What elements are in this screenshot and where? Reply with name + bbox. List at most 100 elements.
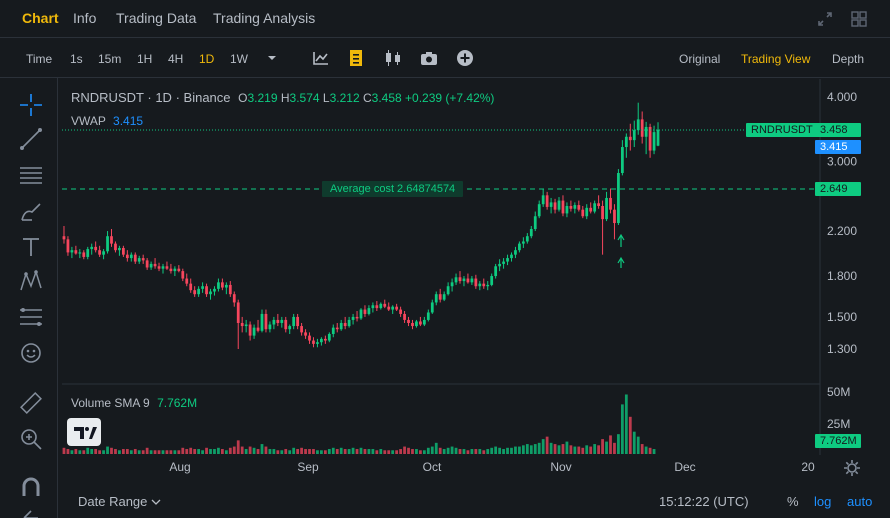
candle-body[interactable]: [415, 321, 418, 327]
auto-toggle[interactable]: auto: [847, 494, 873, 509]
candle-body[interactable]: [474, 278, 478, 287]
candle-body[interactable]: [244, 324, 248, 327]
candle-body[interactable]: [537, 204, 541, 217]
candle-body[interactable]: [514, 250, 517, 255]
candle-body[interactable]: [121, 247, 125, 255]
horizontal-lines-icon[interactable]: [18, 162, 44, 188]
candle-body[interactable]: [426, 312, 430, 320]
candle-body[interactable]: [549, 202, 553, 207]
candle-body[interactable]: [296, 316, 300, 327]
candle-body[interactable]: [494, 266, 498, 277]
trend-line-icon[interactable]: [18, 126, 44, 152]
candle-body[interactable]: [114, 243, 117, 251]
candle-body[interactable]: [320, 338, 323, 343]
candle-body[interactable]: [252, 327, 256, 336]
candle-body[interactable]: [478, 283, 482, 287]
candle-body[interactable]: [624, 136, 628, 148]
candle-body[interactable]: [581, 209, 585, 217]
candle-body[interactable]: [205, 286, 208, 295]
candle-body[interactable]: [652, 132, 656, 151]
candle-body[interactable]: [395, 306, 399, 310]
candle-body[interactable]: [292, 316, 296, 327]
candle-body[interactable]: [422, 319, 426, 325]
candle-body[interactable]: [403, 313, 406, 320]
candle-body[interactable]: [173, 268, 177, 272]
candle-body[interactable]: [450, 282, 454, 287]
percent-toggle[interactable]: %: [787, 494, 799, 509]
view-original[interactable]: Original: [679, 52, 721, 66]
candle-body[interactable]: [272, 319, 276, 325]
candle-body[interactable]: [327, 333, 331, 341]
candle-body[interactable]: [316, 342, 319, 344]
candle-body[interactable]: [367, 308, 371, 314]
candle-body[interactable]: [141, 258, 145, 261]
candle-body[interactable]: [391, 306, 395, 310]
candle-body[interactable]: [589, 207, 593, 212]
candle-body[interactable]: [565, 205, 569, 214]
candle-body[interactable]: [498, 263, 501, 267]
candle-body[interactable]: [240, 322, 244, 327]
tab-trading-analysis[interactable]: Trading Analysis: [213, 10, 316, 26]
view-trading-view[interactable]: Trading View: [741, 52, 811, 66]
candle-body[interactable]: [197, 288, 201, 295]
candle-body[interactable]: [617, 173, 620, 224]
candle-body[interactable]: [561, 200, 565, 214]
candle-body[interactable]: [640, 119, 644, 137]
tab-info[interactable]: Info: [73, 10, 97, 26]
interval-1h[interactable]: 1H: [137, 52, 153, 66]
candle-body[interactable]: [371, 305, 375, 309]
candle-body[interactable]: [577, 205, 581, 210]
candle-body[interactable]: [209, 291, 212, 295]
tradingview-logo[interactable]: [67, 418, 101, 446]
pattern-icon[interactable]: [18, 268, 44, 294]
text-tool-icon[interactable]: [18, 234, 44, 260]
camera-icon[interactable]: [419, 50, 439, 66]
candle-body[interactable]: [462, 278, 466, 282]
candle-body[interactable]: [597, 203, 601, 206]
candle-body[interactable]: [284, 319, 288, 330]
gear-icon[interactable]: [843, 459, 861, 477]
candle-body[interactable]: [213, 288, 216, 292]
view-depth[interactable]: Depth: [832, 52, 865, 66]
candle-body[interactable]: [632, 130, 636, 141]
tab-trading-data[interactable]: Trading Data: [116, 10, 197, 26]
candle-body[interactable]: [185, 278, 189, 284]
candle-body[interactable]: [648, 126, 652, 151]
symbol-name[interactable]: RNDRUSDT: [71, 90, 144, 105]
candle-body[interactable]: [228, 284, 232, 295]
candle-body[interactable]: [419, 321, 422, 325]
candle-body[interactable]: [613, 209, 616, 224]
candle-body[interactable]: [98, 250, 102, 255]
candle-body[interactable]: [351, 316, 355, 320]
candle-style-icon[interactable]: [383, 49, 403, 67]
candle-body[interactable]: [106, 236, 109, 252]
candle-body[interactable]: [545, 195, 549, 207]
ruler-icon[interactable]: [18, 390, 44, 416]
candle-body[interactable]: [236, 302, 240, 323]
candle-body[interactable]: [601, 205, 604, 220]
magnet-icon[interactable]: [18, 474, 44, 500]
candle-body[interactable]: [454, 277, 458, 283]
candle-body[interactable]: [82, 252, 86, 257]
candle-body[interactable]: [363, 309, 367, 314]
emoji-icon[interactable]: [18, 340, 44, 366]
candle-body[interactable]: [149, 263, 153, 268]
candle-body[interactable]: [248, 324, 252, 336]
log-toggle[interactable]: log: [814, 494, 832, 509]
candle-body[interactable]: [221, 282, 224, 288]
candle-body[interactable]: [411, 322, 414, 327]
candle-body[interactable]: [605, 197, 608, 220]
candle-body[interactable]: [335, 327, 339, 330]
candle-body[interactable]: [193, 290, 197, 295]
dropdown-caret-icon[interactable]: [266, 53, 278, 63]
candle-body[interactable]: [137, 258, 141, 262]
candle-body[interactable]: [181, 271, 185, 279]
date-range-button[interactable]: Date Range: [78, 494, 161, 509]
candle-body[interactable]: [66, 239, 70, 253]
candle-body[interactable]: [323, 338, 327, 341]
candle-body[interactable]: [339, 322, 343, 330]
candle-body[interactable]: [442, 294, 446, 300]
candle-body[interactable]: [288, 326, 292, 330]
candle-body[interactable]: [110, 236, 113, 244]
candle-body[interactable]: [521, 241, 525, 244]
